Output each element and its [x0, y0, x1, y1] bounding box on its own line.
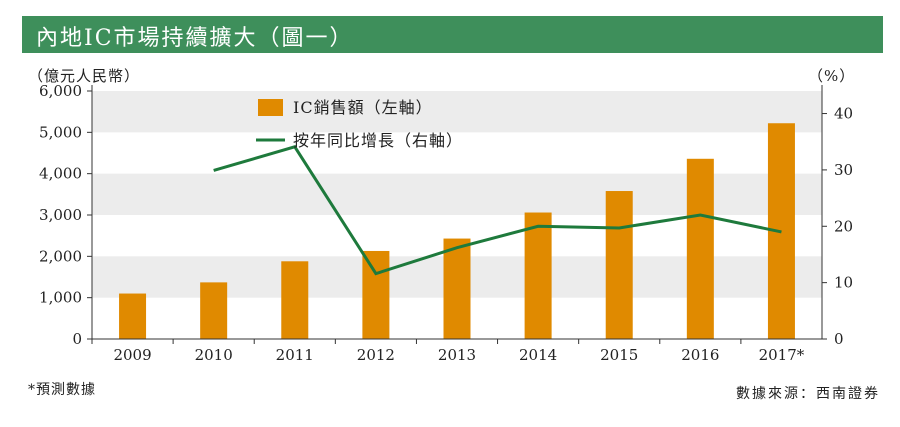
bar — [200, 282, 228, 339]
x-tick-label: 2009 — [113, 346, 151, 364]
footnote: *預測數據 — [28, 382, 96, 398]
x-tick-label: 2011 — [276, 346, 314, 364]
right-tick-label: 40 — [834, 105, 853, 123]
line-series — [213, 145, 782, 276]
left-axis-ticks: 0 1,000 2,000 3,000 4,000 5,000 6,000 — [39, 82, 92, 348]
chart-title: 內地IC市場持續擴大（圖一） — [36, 26, 354, 51]
bar — [362, 250, 390, 339]
left-tick-label: 5,000 — [39, 123, 82, 141]
left-tick-label: 2,000 — [39, 247, 82, 265]
data-source: 數據來源：西南證券 — [736, 386, 880, 402]
left-axis-unit: （億元人民幣） — [28, 67, 141, 85]
x-tick-label: 2015 — [600, 346, 638, 364]
legend: IC銷售額（左軸） 按年同比增長（右軸） — [256, 98, 463, 150]
legend-bar-label: IC銷售額（左軸） — [293, 98, 433, 117]
x-axis-ticks: 2009 2010 2011 2012 2013 2014 2015 2016 2017* — [91, 339, 805, 364]
x-tick-label: 2012 — [357, 346, 395, 364]
right-tick-label: 30 — [834, 161, 853, 179]
bar — [119, 293, 147, 339]
right-axis-ticks: 0 10 20 30 40 — [822, 105, 853, 348]
bar — [524, 212, 552, 339]
left-tick-label: 3,000 — [39, 206, 82, 224]
title-bar: 內地IC市場持續擴大（圖一） — [22, 16, 883, 53]
growth-line — [213, 145, 782, 276]
axes — [91, 85, 823, 340]
right-tick-label: 20 — [834, 217, 853, 235]
x-tick-label: 2016 — [681, 346, 719, 364]
left-tick-label: 0 — [72, 330, 82, 348]
legend-line-label: 按年同比增長（右軸） — [293, 131, 463, 150]
bar — [605, 191, 633, 339]
x-tick-label: 2013 — [438, 346, 476, 364]
right-axis-unit: （%） — [808, 67, 856, 85]
left-tick-label: 4,000 — [39, 165, 82, 183]
x-tick-label: 2017* — [759, 346, 805, 364]
x-tick-label: 2010 — [195, 346, 233, 364]
left-tick-label: 1,000 — [39, 289, 82, 307]
x-tick-label: 2014 — [519, 346, 557, 364]
bar-series — [119, 123, 795, 340]
bar — [443, 238, 471, 339]
left-tick-label: 6,000 — [39, 82, 82, 100]
right-tick-label: 0 — [834, 330, 844, 348]
bar — [281, 261, 309, 339]
background-band — [92, 91, 822, 133]
legend-bar-swatch — [258, 99, 283, 116]
right-tick-label: 10 — [834, 274, 853, 292]
bar — [686, 158, 714, 339]
